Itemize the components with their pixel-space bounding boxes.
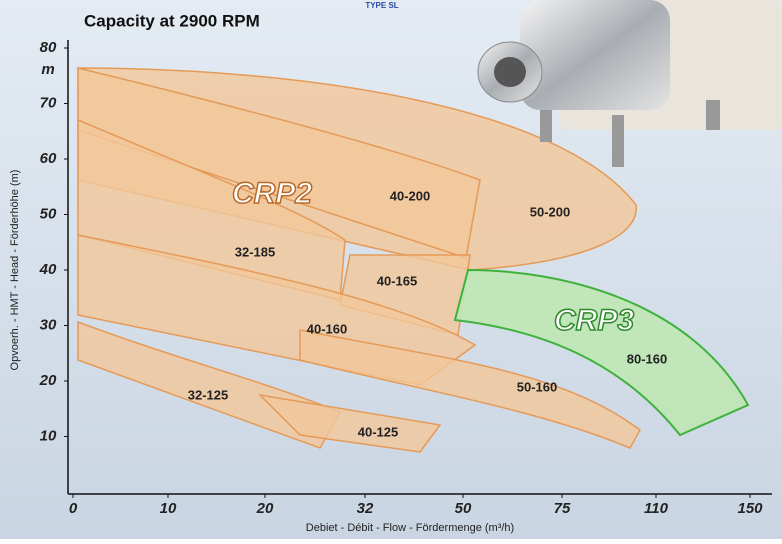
region [77,118,346,301]
pump-photo [477,0,782,167]
y-tick-label: 50 [40,205,57,222]
region-label: 40-165 [377,273,417,288]
region-label: 40-160 [307,321,347,336]
region-label: 32-185 [235,244,275,259]
y-tick-label: 10 [40,427,57,444]
chart-title: Capacity at 2900 RPM [84,11,260,30]
region [453,268,750,437]
region [299,329,641,449]
x-tick-label: 110 [644,500,669,517]
region-label: 32-125 [188,387,228,402]
y-tick-label: 40 [39,261,57,278]
region-label: 80-160 [627,351,667,366]
y-tick-label: 70 [40,94,57,111]
x-axis-label: Debiet - Débit - Flow - Fördermenge (m³/… [306,522,514,534]
region [257,393,442,453]
x-tick-label: 0 [69,500,78,517]
x-tick-label: 10 [160,500,177,517]
region-label: 50-160 [517,379,557,394]
x-tick-label: 150 [737,500,763,517]
region-label: 40-200 [390,188,430,203]
y-axis-label: Opvoerh. - HMT - Head - Förderhöhe (m) [9,170,21,371]
group-label: CRP3 [554,304,634,337]
y-tick-label: 80 [40,39,57,56]
y-tick-label: 30 [40,316,57,333]
x-tick-label: 50 [455,500,472,517]
y-unit: m [41,61,54,78]
y-tick-label: 60 [40,150,57,167]
region-label: 50-200 [530,204,570,219]
x-tick-label: 75 [554,500,571,517]
x-tick-label: 20 [256,500,274,517]
regions [77,67,750,453]
region [77,67,481,259]
group-label: CRP2 [232,177,312,210]
badge: TYPE SL [365,1,398,10]
y-tick-label: 20 [39,372,57,389]
region-label: 40-125 [358,424,398,439]
x-tick-label: 32 [357,500,374,517]
